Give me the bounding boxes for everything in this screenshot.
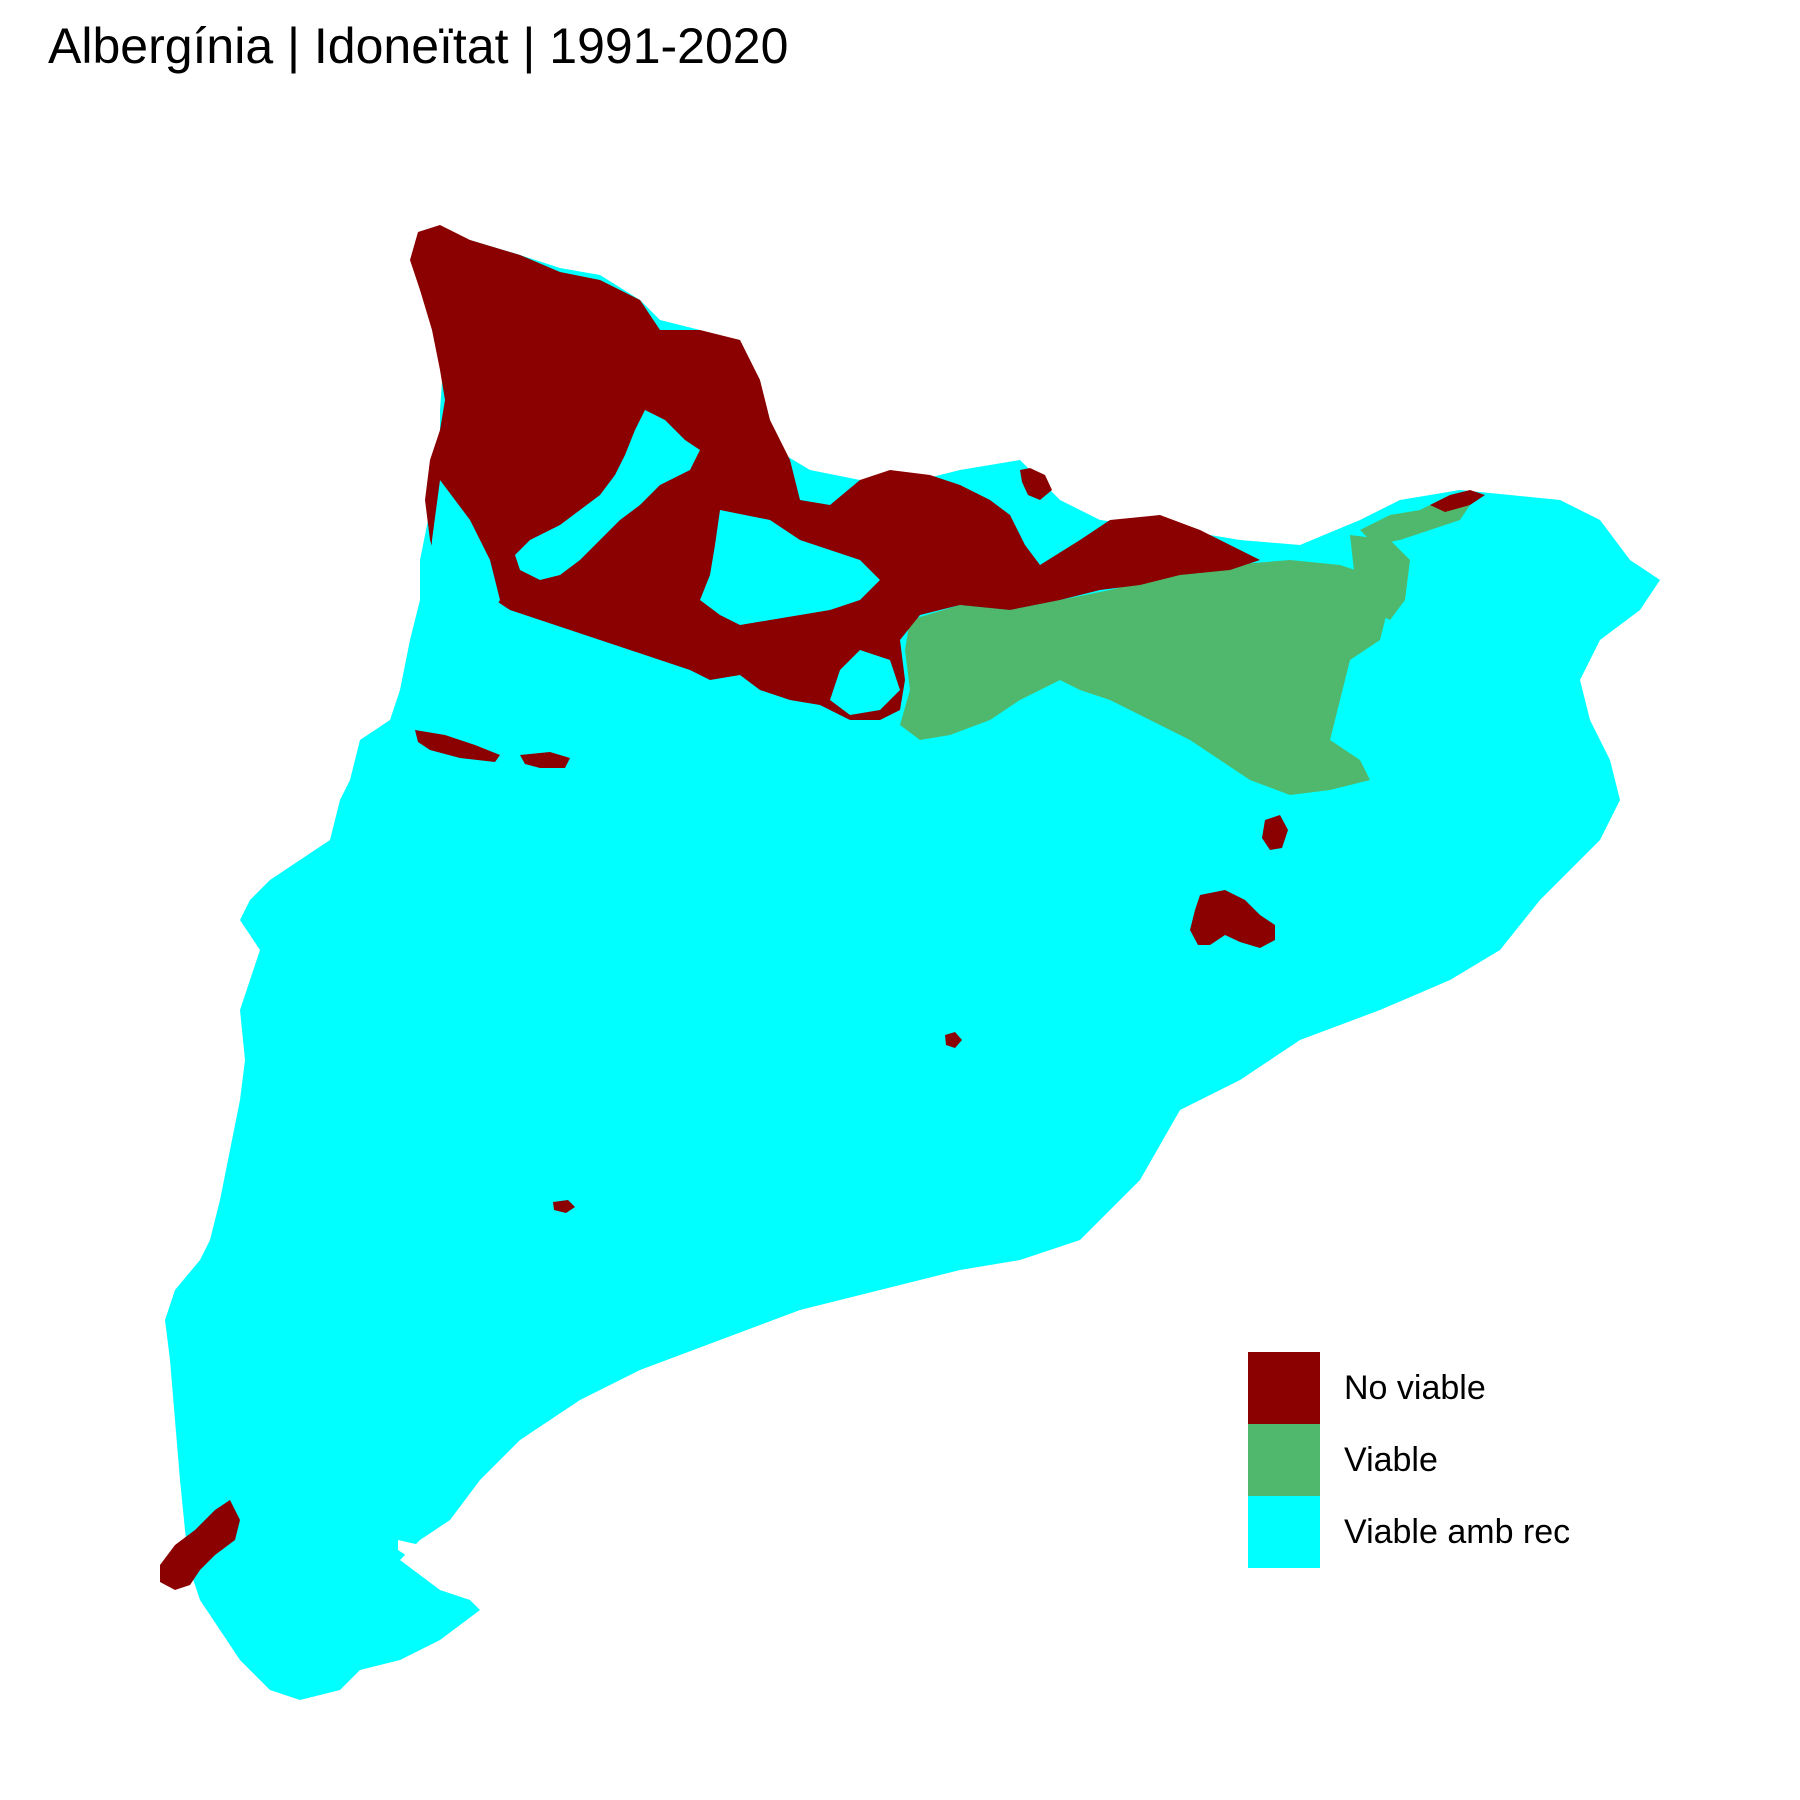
legend-label-viable-amb-rec: Viable amb rec xyxy=(1344,1512,1571,1551)
region-no-viable xyxy=(520,752,570,768)
map-legend: No viable Viable Viable amb rec xyxy=(1248,1352,1570,1568)
region-no-viable xyxy=(1262,815,1288,850)
legend-item-viable: Viable xyxy=(1248,1424,1570,1496)
legend-swatch-viable xyxy=(1248,1424,1320,1496)
region-no-viable xyxy=(1020,468,1052,500)
region-viable-amb-rec xyxy=(430,480,500,650)
region-viable-amb-rec xyxy=(700,510,880,625)
legend-label-viable: Viable xyxy=(1344,1440,1438,1479)
region-no-viable xyxy=(945,1032,962,1048)
legend-swatch-viable-amb-rec xyxy=(1248,1496,1320,1568)
region-no-viable xyxy=(160,1500,240,1590)
legend-item-viable-amb-rec: Viable amb rec xyxy=(1248,1496,1570,1568)
coast-inlet xyxy=(398,1540,440,1562)
legend-label-no-viable: No viable xyxy=(1344,1368,1486,1407)
region-no-viable xyxy=(553,1200,575,1213)
region-no-viable xyxy=(1190,890,1275,948)
legend-item-no-viable: No viable xyxy=(1248,1352,1570,1424)
region-no-viable xyxy=(415,730,500,762)
region-viable xyxy=(900,560,1390,795)
region-viable xyxy=(1350,535,1410,620)
region-viable-amb-rec xyxy=(830,650,900,715)
region-no-viable xyxy=(1430,490,1485,512)
region-no-viable xyxy=(410,225,1260,720)
coast-inlet xyxy=(358,1690,400,1712)
legend-swatch-no-viable xyxy=(1248,1352,1320,1424)
region-viable-amb-rec xyxy=(515,410,700,580)
map-title: Albergínia | Idoneïtat | 1991-2020 xyxy=(48,18,789,74)
